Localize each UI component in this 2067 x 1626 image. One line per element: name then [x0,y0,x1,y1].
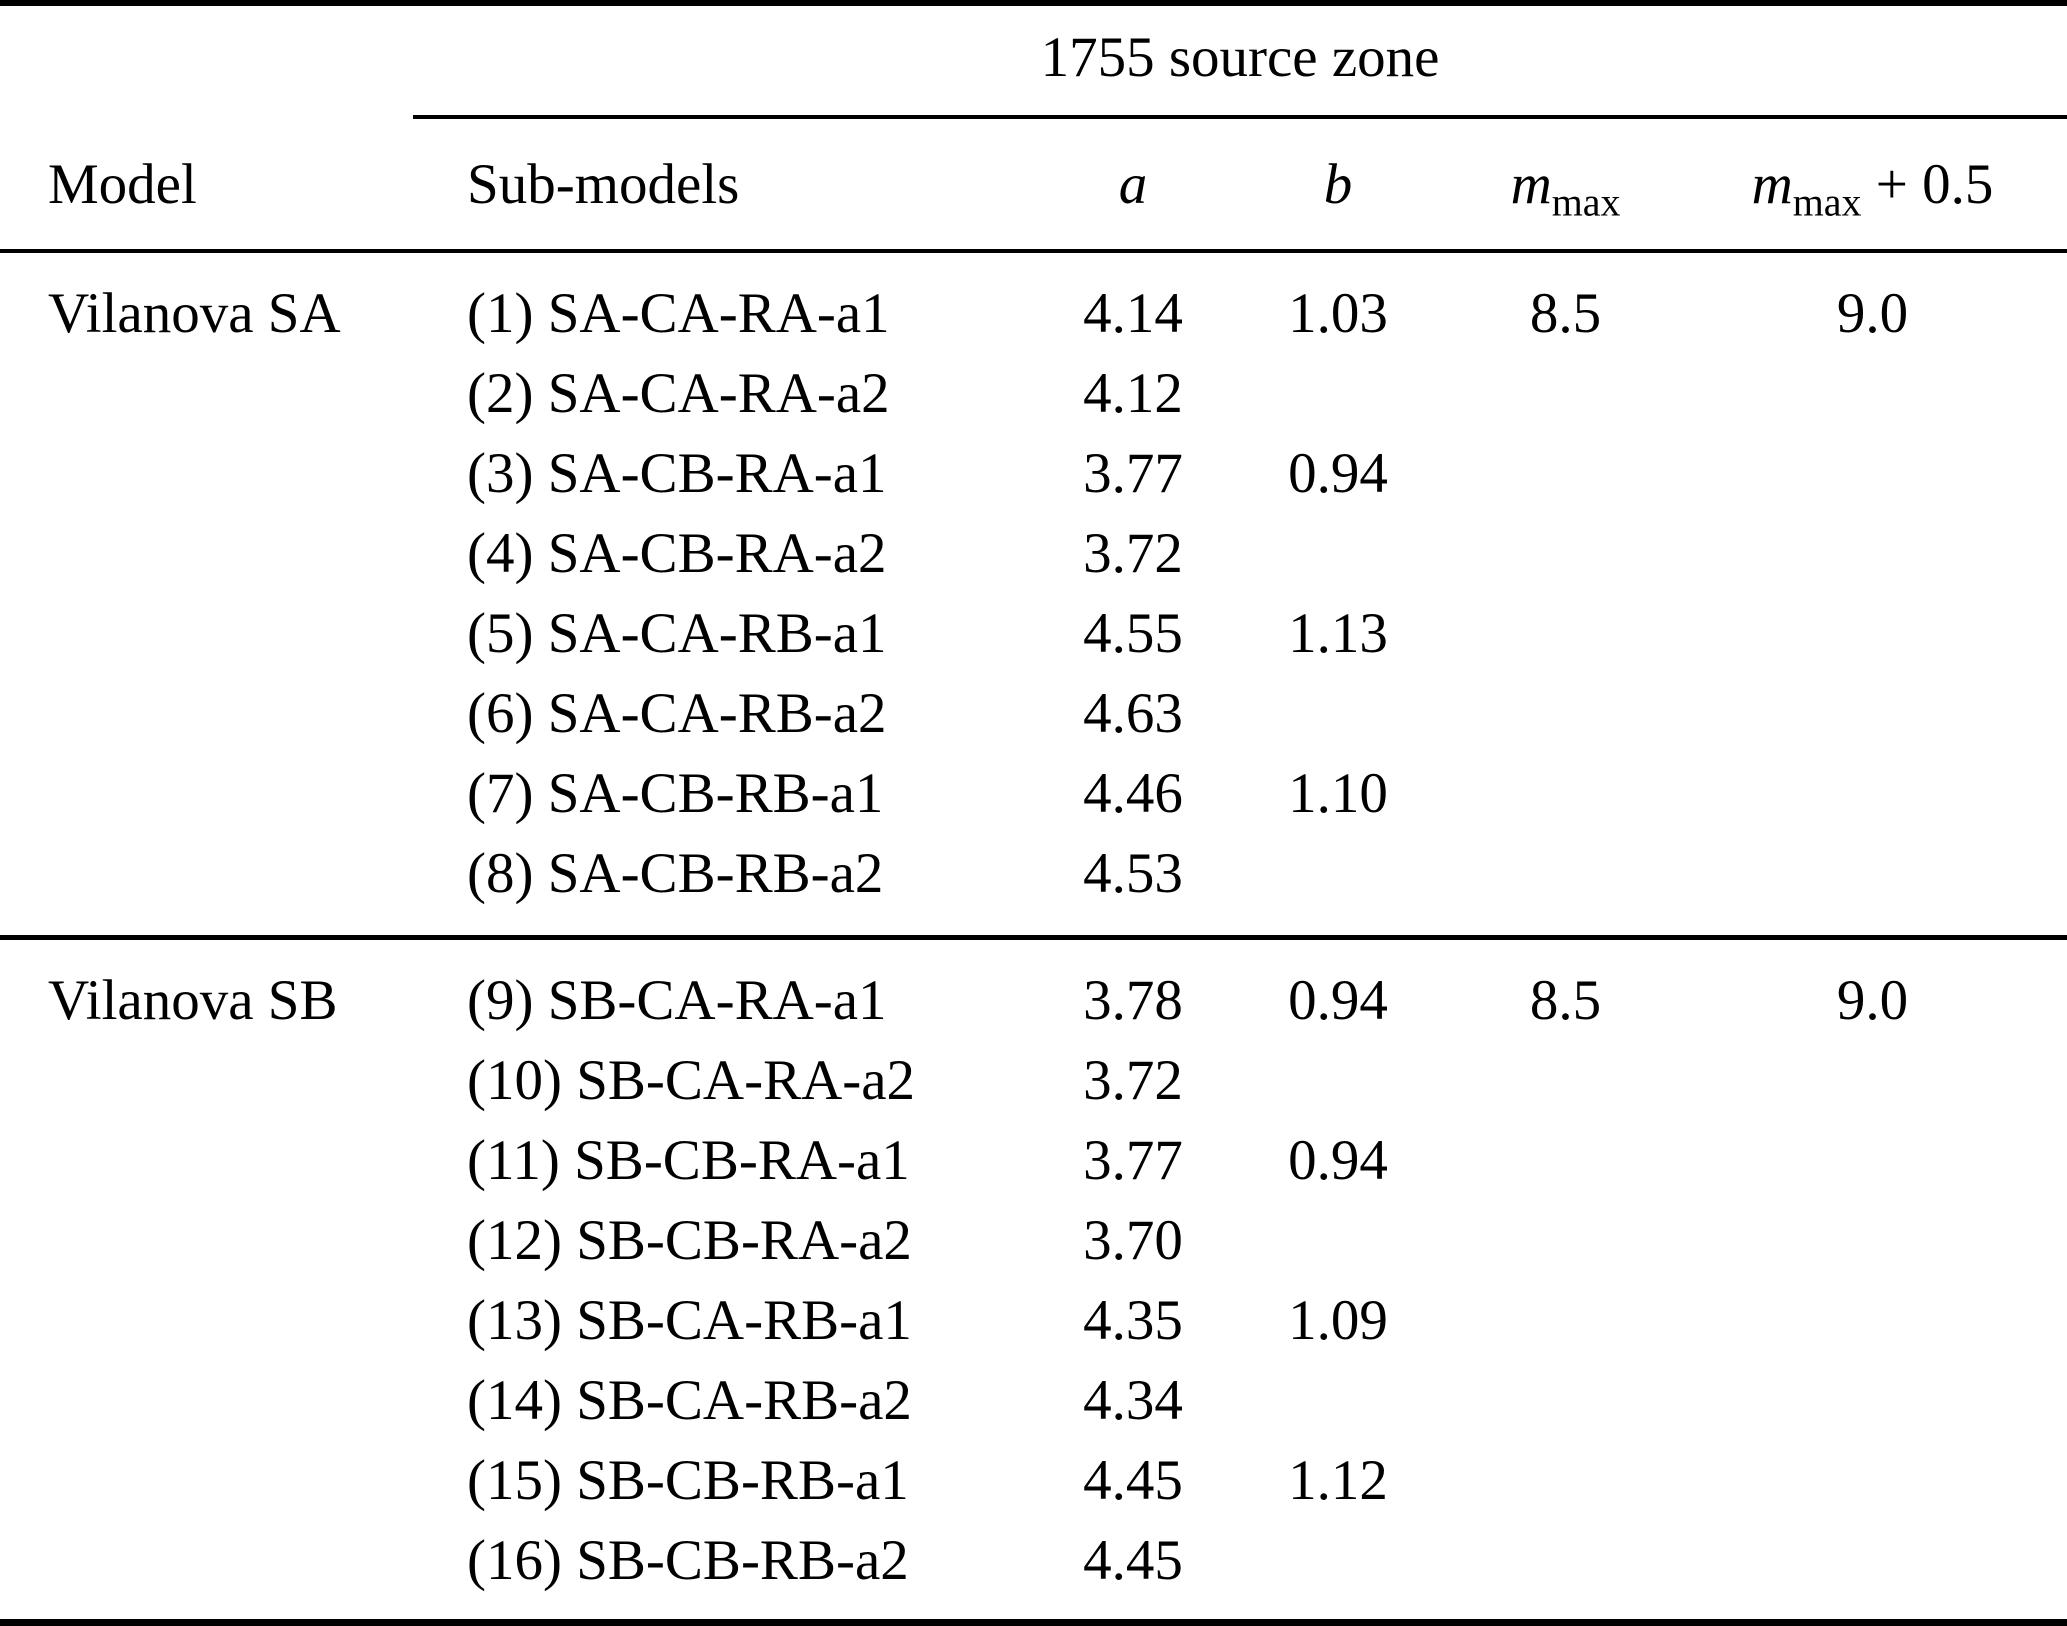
table-row: (14) SB-CA-RB-a2 4.34 [0,1360,2067,1440]
model-cell: Vilanova SA [48,281,341,345]
mmax-symbol: m [1510,152,1552,216]
table-row: (13) SB-CA-RB-a1 4.35 1.09 [0,1280,2067,1360]
section-vilanova-sb: Vilanova SB (9) SB-CA-RA-a1 3.78 0.94 8.… [0,940,2067,1626]
a-symbol: a [1118,152,1148,216]
a-value: 3.70 [1083,1208,1183,1272]
submodel-cell: (7) SA-CB-RB-a1 [467,761,884,825]
submodel-cell: (13) SB-CA-RB-a1 [467,1288,912,1352]
mmax-plus-value: 9.0 [1836,281,1909,345]
a-value: 4.45 [1083,1528,1183,1592]
table-row: (11) SB-CB-RA-a1 3.77 0.94 [0,1120,2067,1200]
submodel-cell: (5) SA-CA-RB-a1 [467,601,887,665]
b-value: 1.10 [1288,761,1388,825]
b-value: 1.13 [1288,601,1388,665]
a-value: 4.55 [1083,601,1183,665]
submodel-cell: (8) SA-CB-RB-a2 [467,841,884,905]
submodel-cell: (14) SB-CA-RB-a2 [467,1368,912,1432]
col-header-mmax: mmax [1453,152,1678,222]
table-row: Vilanova SA (1) SA-CA-RA-a1 4.14 1.03 8.… [0,273,2067,353]
col-header-mmax-plus: mmax + 0.5 [1678,152,2067,222]
submodel-cell: (15) SB-CB-RB-a1 [467,1448,909,1512]
a-value: 3.78 [1083,968,1183,1032]
a-value: 4.14 [1083,281,1183,345]
b-value: 0.94 [1288,968,1388,1032]
table-row: Vilanova SB (9) SB-CA-RA-a1 3.78 0.94 8.… [0,960,2067,1040]
submodel-cell: (4) SA-CB-RA-a2 [467,521,887,585]
mmax-value: 8.5 [1529,968,1602,1032]
section-vilanova-sa: Vilanova SA (1) SA-CA-RA-a1 4.14 1.03 8.… [0,253,2067,940]
b-value: 1.03 [1288,281,1388,345]
a-value: 4.46 [1083,761,1183,825]
a-value: 3.77 [1083,1128,1183,1192]
b-value: 0.94 [1288,1128,1388,1192]
submodel-cell: (11) SB-CB-RA-a1 [467,1128,910,1192]
b-value: 1.12 [1288,1448,1388,1512]
col-header-sub-models: Sub-models [467,152,740,216]
a-value: 4.12 [1083,361,1183,425]
submodel-cell: (1) SA-CA-RA-a1 [467,281,890,345]
col-header-a: a [1043,152,1223,217]
a-value: 3.72 [1083,521,1183,585]
span-header-label: 1755 source zone [1040,26,1440,89]
span-header-row: 1755 source zone [0,6,2067,119]
table-row: (4) SA-CB-RA-a2 3.72 [0,513,2067,593]
mmax-value: 8.5 [1529,281,1602,345]
table-row: (2) SA-CA-RA-a2 4.12 [0,353,2067,433]
table-row: (16) SB-CB-RB-a2 4.45 [0,1520,2067,1600]
b-value: 1.09 [1288,1288,1388,1352]
table-row: (5) SA-CA-RB-a1 4.55 1.13 [0,593,2067,673]
table-row: (15) SB-CB-RB-a1 4.45 1.12 [0,1440,2067,1520]
column-header-row: Model Sub-models a b mmax mmax + 0.5 [0,119,2067,253]
submodel-cell: (2) SA-CA-RA-a2 [467,361,890,425]
submodel-cell: (16) SB-CB-RB-a2 [467,1528,909,1592]
submodel-cell: (12) SB-CB-RA-a2 [467,1208,912,1272]
table-row: (3) SA-CB-RA-a1 3.77 0.94 [0,433,2067,513]
span-header-source-zone: 1755 source zone [413,6,2067,119]
mmax-plus-value: 9.0 [1836,968,1909,1032]
col-header-model: Model [48,152,197,216]
table-row: (10) SB-CA-RA-a2 3.72 [0,1040,2067,1120]
b-value: 0.94 [1288,441,1388,505]
mmax-plus-symbol: m [1751,152,1793,216]
span-header-spacer [0,6,413,119]
mmax-plus-subscript: max [1792,178,1862,224]
table-row: (7) SA-CB-RB-a1 4.46 1.10 [0,753,2067,833]
a-value: 4.53 [1083,841,1183,905]
a-value: 4.35 [1083,1288,1183,1352]
table-row: (12) SB-CB-RA-a2 3.70 [0,1200,2067,1280]
mmax-plus-suffix: + 0.5 [1861,152,1994,216]
a-value: 4.34 [1083,1368,1183,1432]
a-value: 3.72 [1083,1048,1183,1112]
submodel-cell: (6) SA-CA-RB-a2 [467,681,887,745]
table-row: (8) SA-CB-RB-a2 4.53 [0,833,2067,913]
model-cell: Vilanova SB [48,968,338,1032]
table-row: (6) SA-CA-RB-a2 4.63 [0,673,2067,753]
table-top-rule [0,0,2067,6]
a-value: 4.45 [1083,1448,1183,1512]
submodel-cell: (9) SB-CA-RA-a1 [467,968,887,1032]
col-header-b: b [1223,152,1453,217]
mmax-subscript: max [1551,178,1621,224]
submodel-cell: (10) SB-CA-RA-a2 [467,1048,916,1112]
submodel-cell: (3) SA-CB-RA-a1 [467,441,887,505]
a-value: 4.63 [1083,681,1183,745]
b-symbol: b [1323,152,1353,216]
a-value: 3.77 [1083,441,1183,505]
